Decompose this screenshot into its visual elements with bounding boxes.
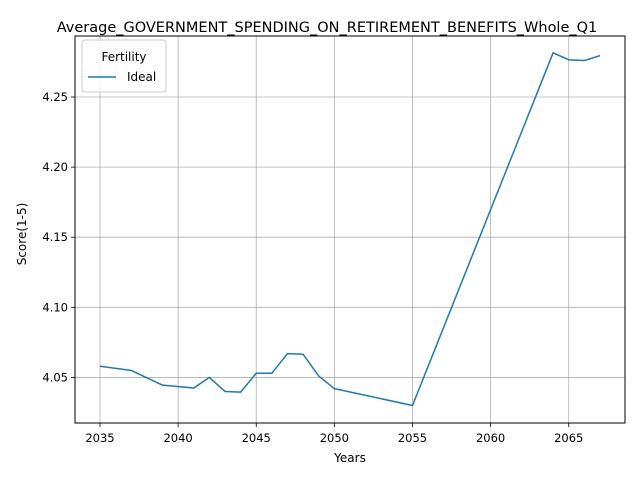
y-tick-label: 4.05	[42, 370, 68, 384]
x-tick-label: 2050	[320, 431, 349, 445]
series-layer	[100, 53, 600, 406]
legend: Fertility Ideal	[82, 40, 166, 92]
y-axis-label: Score(1-5)	[15, 203, 29, 266]
plot-frame	[75, 36, 625, 423]
x-tick-label: 2055	[398, 431, 427, 445]
y-tick-label: 4.25	[42, 90, 68, 104]
series-line-ideal	[100, 53, 600, 406]
x-axis-label: Years	[333, 451, 366, 465]
grid	[75, 36, 625, 423]
y-tick-label: 4.15	[42, 230, 68, 244]
x-tick-label: 2040	[163, 431, 192, 445]
x-axis-ticks: 2035 2040 2045 2050 2055 2060 2065	[85, 423, 583, 445]
x-tick-label: 2045	[242, 431, 271, 445]
y-tick-label: 4.10	[42, 300, 68, 314]
x-tick-label: 2035	[85, 431, 114, 445]
legend-box	[82, 40, 166, 92]
y-axis-ticks: 4.05 4.10 4.15 4.20 4.25	[42, 90, 75, 384]
y-tick-label: 4.20	[42, 160, 68, 174]
chart-title: Average_GOVERNMENT_SPENDING_ON_RETIREMEN…	[57, 20, 598, 36]
legend-title: Fertility	[101, 50, 146, 64]
x-tick-label: 2065	[554, 431, 583, 445]
legend-label-ideal: Ideal	[127, 70, 156, 84]
x-tick-label: 2060	[476, 431, 505, 445]
